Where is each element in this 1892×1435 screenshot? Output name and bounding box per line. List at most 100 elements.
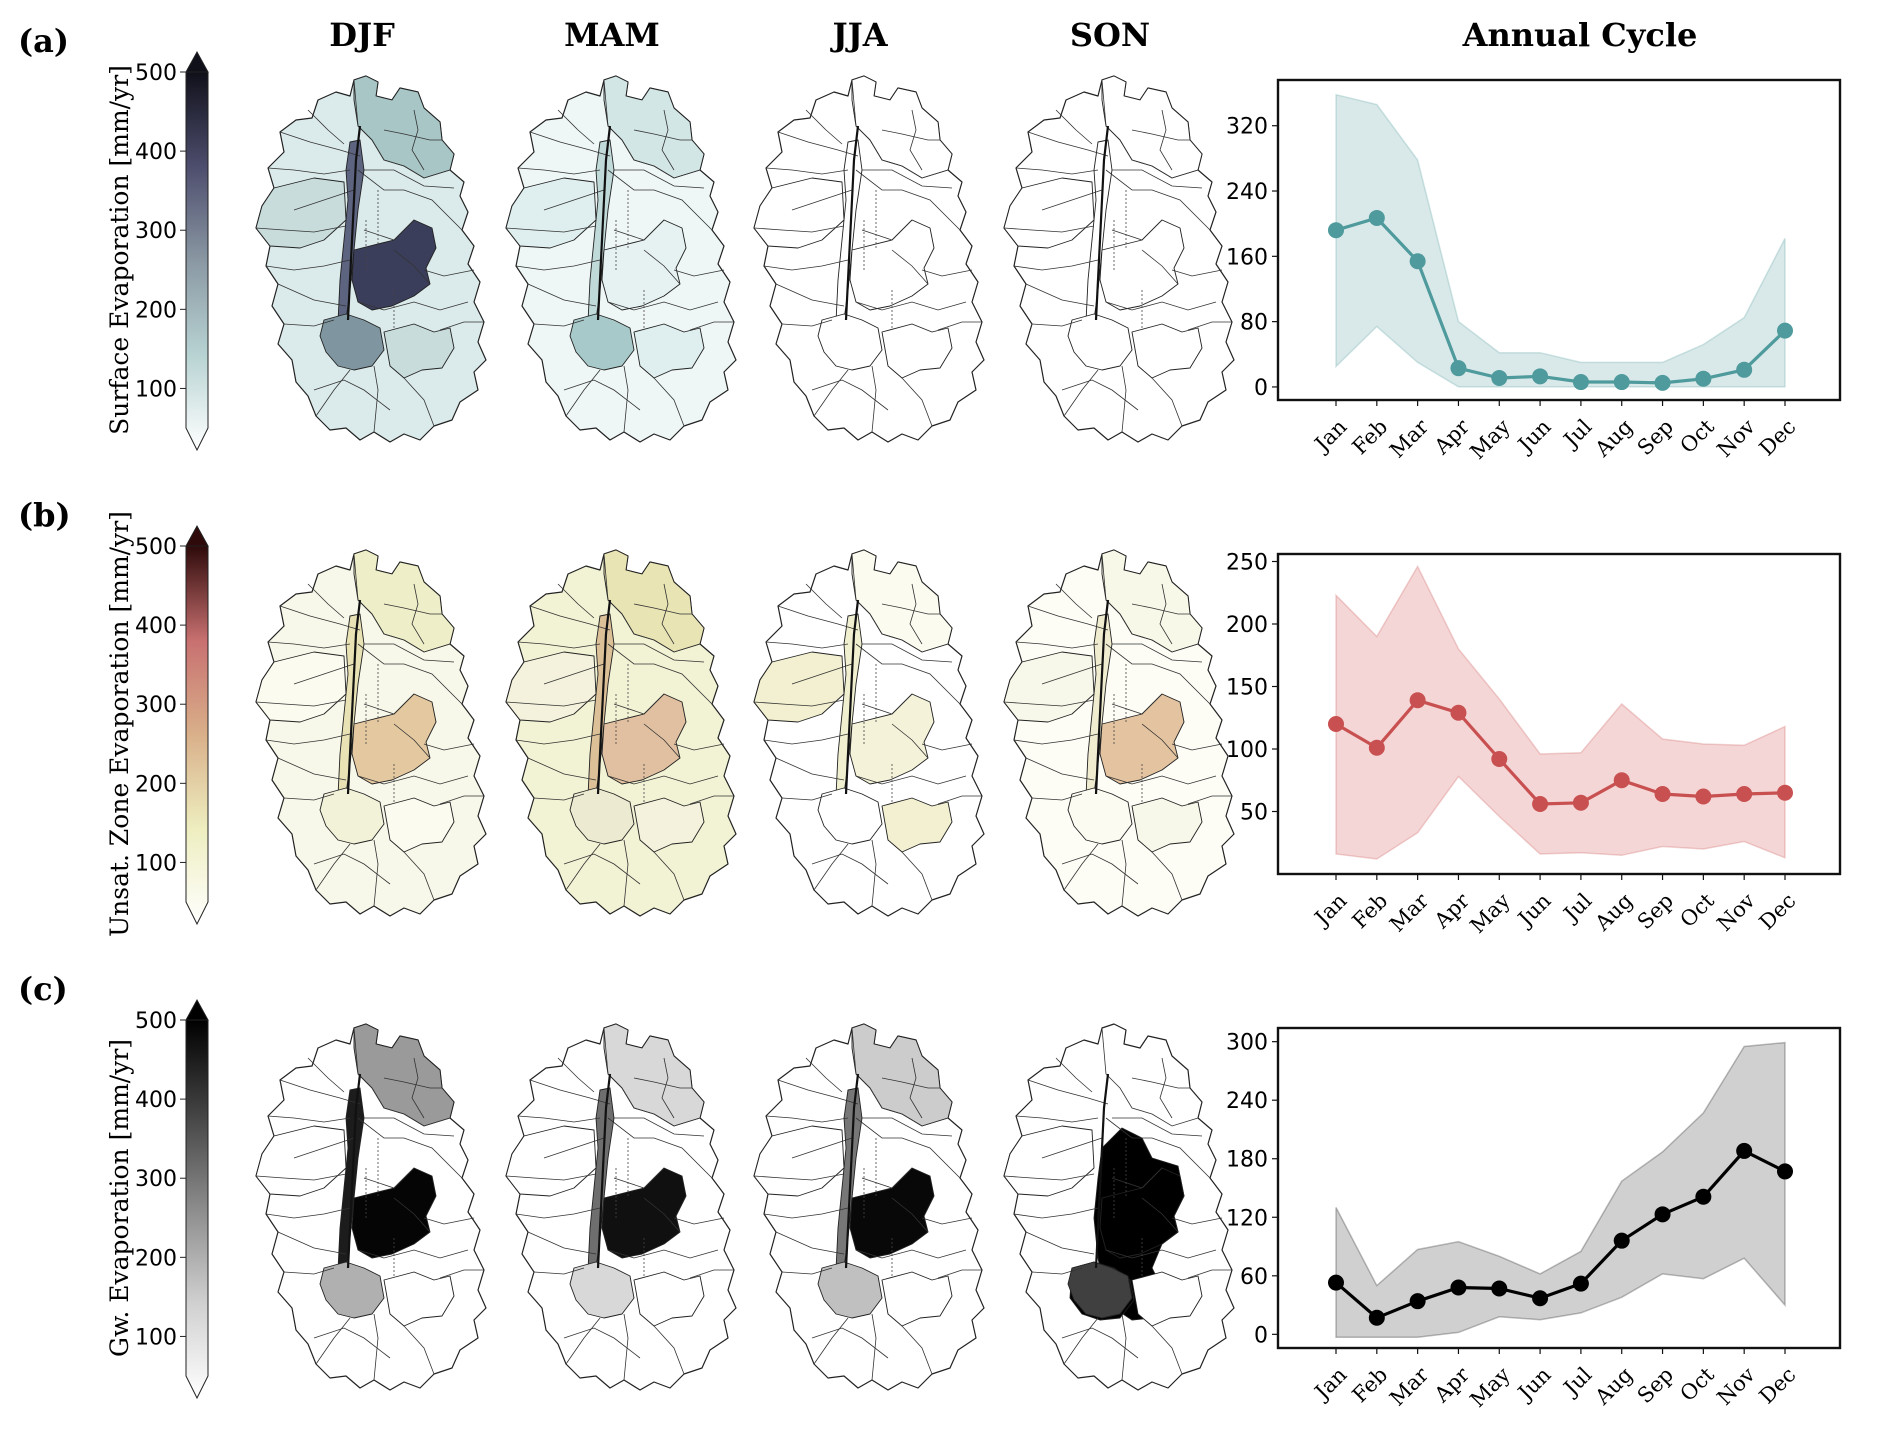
x-tick-label: Oct [1675, 414, 1719, 458]
subbasin-region [383, 1271, 455, 1327]
subbasin-boundary [1105, 1249, 1217, 1259]
subbasin-boundary [1027, 131, 1109, 157]
subbasin-boundary [861, 693, 913, 715]
subbasin-boundary [673, 743, 725, 751]
subbasin-boundary [529, 1079, 611, 1105]
river-channel [346, 599, 362, 795]
subbasin-boundary [277, 757, 347, 781]
subbasin-boundary [891, 723, 929, 759]
data-point [1777, 784, 1793, 801]
subbasin-boundary [851, 553, 949, 653]
subbasin-boundary [313, 379, 391, 411]
data-point [1572, 794, 1589, 811]
subbasin-boundary [1055, 583, 1093, 619]
x-tick-label: Jul [1558, 414, 1597, 453]
subbasin-boundary [403, 1325, 435, 1375]
subbasin-boundary [891, 249, 929, 285]
data-point [1695, 1188, 1712, 1205]
x-tick-label: Jun [1512, 1363, 1555, 1406]
subbasin-region [569, 313, 635, 371]
dotted-boundary [365, 190, 395, 330]
subbasin-boundary [1101, 79, 1199, 179]
colorbar-tick-label: 400 [135, 140, 177, 165]
data-point [1328, 222, 1344, 239]
subbasin-region [1131, 323, 1203, 379]
x-tick-label: Feb [1348, 889, 1393, 934]
subbasin-boundary [1159, 583, 1173, 645]
colorbar-tick-label: 200 [135, 298, 177, 323]
subbasin-boundary [1025, 757, 1095, 781]
x-tick-label: Sep [1633, 415, 1678, 460]
subbasin-boundary [563, 379, 641, 411]
subbasin-boundary [805, 1057, 843, 1093]
x-tick-label: May [1465, 888, 1515, 938]
subbasin-boundary [1003, 699, 1095, 707]
subbasin-boundary [623, 839, 629, 907]
data-point [1368, 739, 1385, 756]
colorbar-body [185, 545, 209, 926]
subbasin-boundary [557, 583, 595, 619]
subbasin-boundary [315, 843, 351, 891]
uncertainty-band [1335, 564, 1786, 860]
subbasin-boundary [861, 1167, 913, 1189]
subbasin-boundary [791, 663, 853, 685]
subbasin-boundary [653, 1325, 685, 1375]
subbasin-region [569, 787, 635, 845]
subbasin-boundary [439, 1269, 484, 1279]
subbasin-boundary [1041, 189, 1103, 211]
data-point [1736, 1142, 1753, 1159]
subbasin-boundary [1111, 693, 1163, 715]
subbasin-boundary [527, 283, 597, 307]
subbasin-boundary [364, 1117, 455, 1137]
subbasin-boundary [543, 189, 605, 211]
subbasin-boundary [423, 1217, 475, 1225]
basin-map-mam [505, 1023, 737, 1391]
data-point [1572, 1275, 1589, 1292]
panel-label: (b) [18, 496, 71, 534]
subbasin-boundary [813, 843, 849, 891]
data-point [1328, 716, 1344, 732]
y-tick-label: 0 [1254, 1323, 1268, 1348]
subbasin-boundary [265, 733, 351, 745]
subbasin-boundary [1063, 843, 1099, 891]
data-point [1654, 374, 1671, 391]
subbasin-region [817, 1261, 883, 1319]
subbasin-boundary [1121, 839, 1127, 907]
basin-map-mam [505, 549, 737, 917]
subbasin-boundary [805, 109, 843, 145]
subbasin-boundary [411, 583, 425, 645]
subbasin-boundary [1141, 723, 1179, 759]
x-tick-label: Jan [1309, 889, 1352, 932]
subbasin-boundary [775, 1231, 845, 1255]
y-tick-label: 240 [1226, 180, 1268, 205]
data-point [1654, 1206, 1671, 1223]
subbasin-region [1067, 787, 1133, 845]
subbasin-region [1131, 797, 1203, 853]
dotted-boundary [863, 1138, 893, 1278]
subbasin-boundary [1013, 259, 1099, 271]
subbasin-boundary [901, 377, 933, 427]
subbasin-boundary [909, 1057, 923, 1119]
subbasin-boundary [813, 1317, 849, 1365]
data-point [1532, 796, 1549, 812]
subbasin-boundary [689, 795, 734, 805]
subbasin-region [319, 1261, 385, 1319]
data-point [1654, 786, 1671, 802]
subbasin-boundary [364, 643, 455, 663]
x-tick-label: Jun [1512, 889, 1555, 932]
subbasin-boundary [643, 249, 681, 285]
dotted-boundary [615, 190, 645, 330]
colorbar-body [185, 71, 209, 452]
subbasin-boundary [373, 839, 379, 907]
subbasin-boundary [533, 319, 585, 327]
subbasin-boundary [811, 853, 889, 885]
subbasin-boundary [1015, 167, 1099, 175]
y-tick-label: 80 [1240, 311, 1268, 336]
x-tick-label: May [1465, 1362, 1515, 1412]
subbasin-boundary [353, 79, 451, 179]
y-tick-label: 240 [1226, 1089, 1268, 1114]
data-point [1450, 360, 1467, 377]
subbasin-boundary [1151, 1325, 1183, 1375]
data-point [1613, 1232, 1630, 1249]
subbasin-region [881, 323, 953, 379]
